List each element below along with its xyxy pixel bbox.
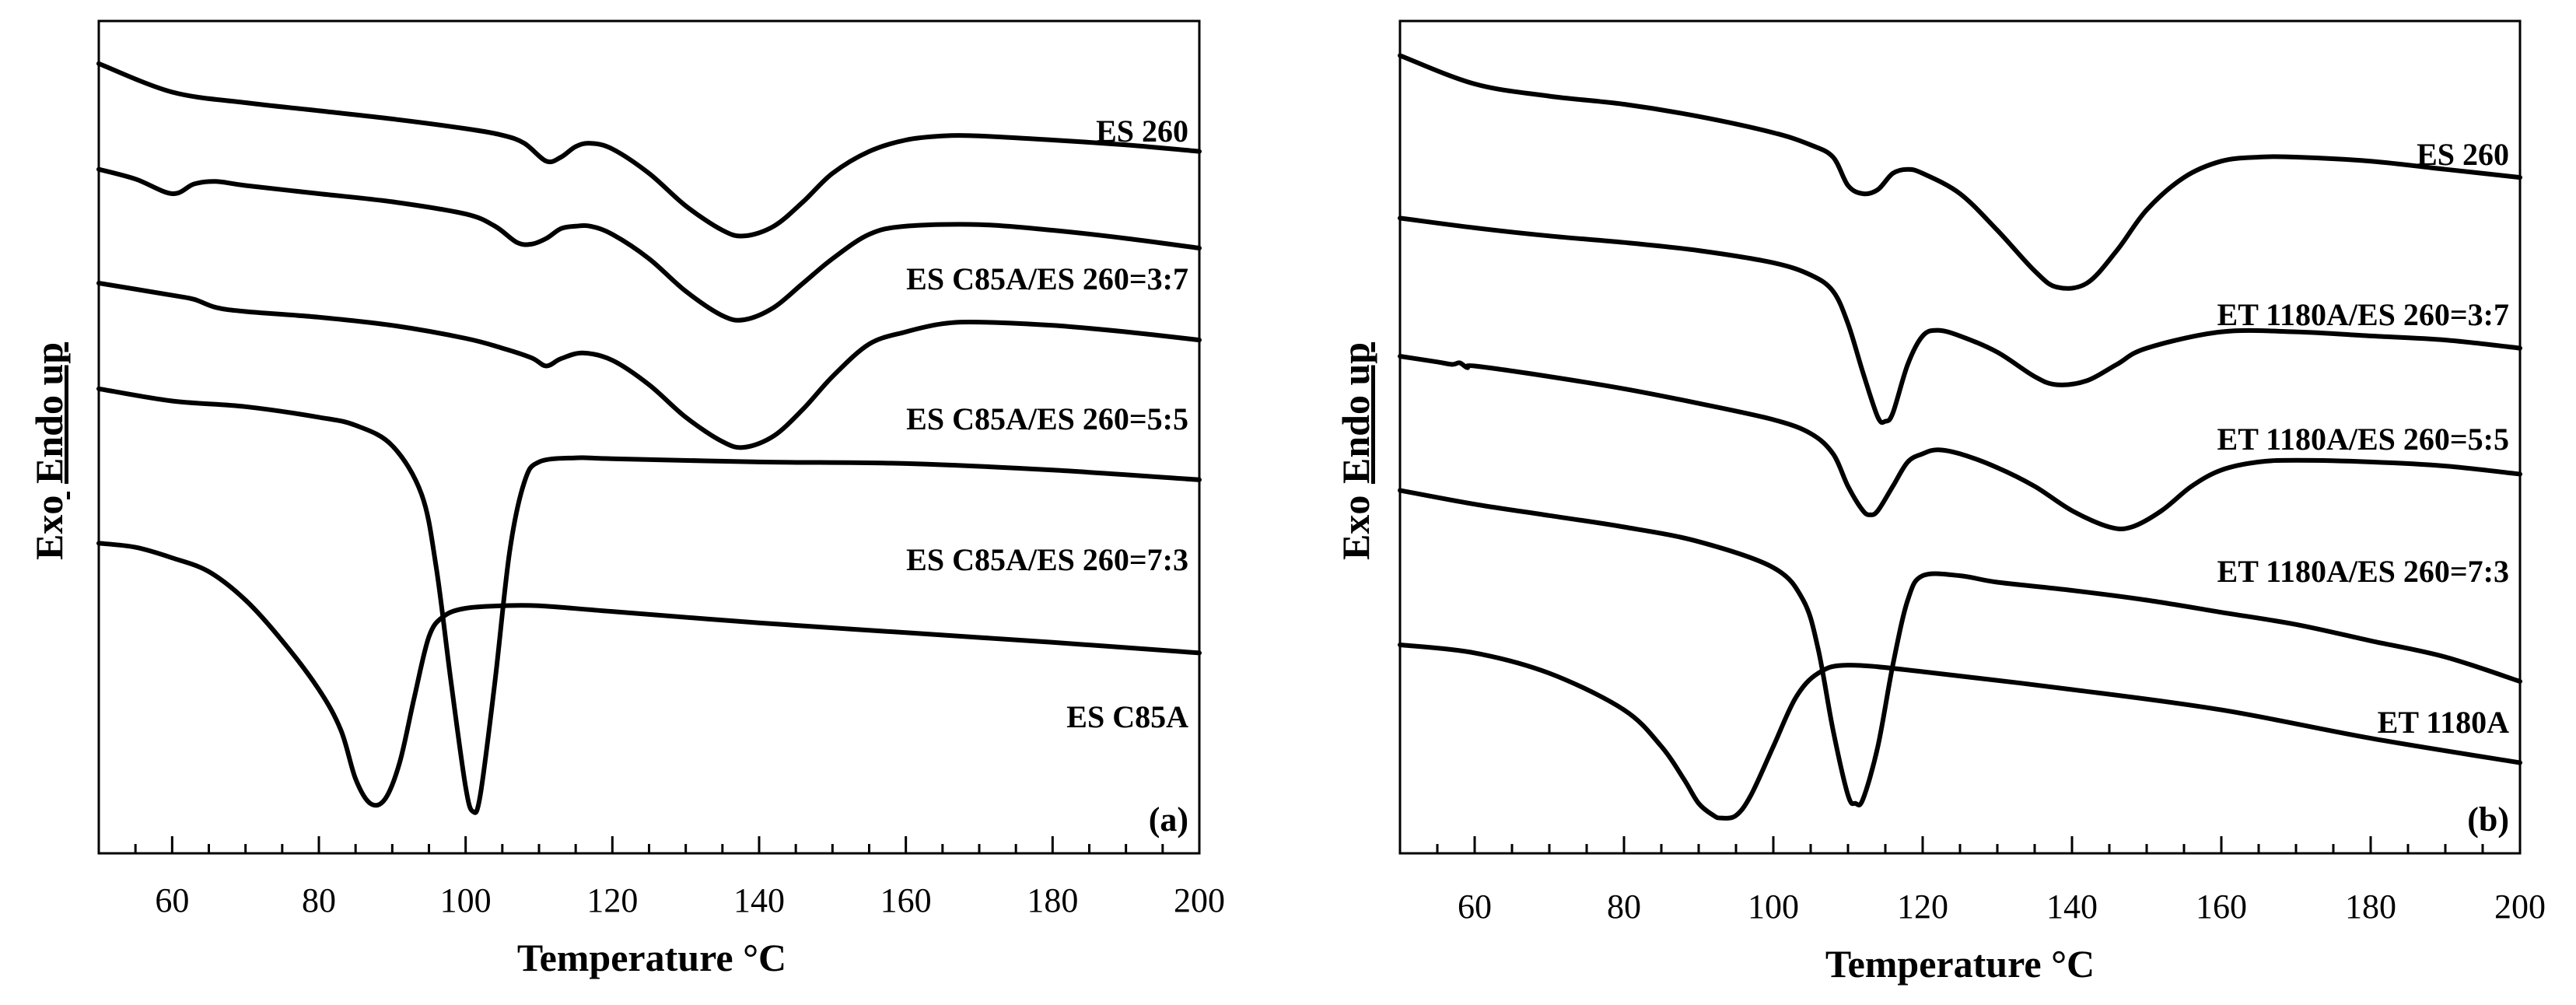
x-tick-label-b-120: 120 xyxy=(1897,888,1948,926)
x-axis-title-a: Temperature °C xyxy=(517,936,786,979)
series-curve-b-3 xyxy=(1398,488,2522,807)
series-curve-b-1 xyxy=(1398,215,2522,425)
series-label-a-4: ES C85A xyxy=(1066,699,1188,734)
panel-tag-b: (b) xyxy=(2467,800,2509,839)
panel-a: 60 80 100 120 140 160 180 200 ES 260 ES C85A/ES … xyxy=(27,19,1225,979)
x-tick-label-b-160: 160 xyxy=(2196,888,2247,926)
x-tick-label-a-120: 120 xyxy=(586,881,638,919)
y-axis-exo-label-a: Exo xyxy=(27,495,71,560)
curve-group-b xyxy=(1398,53,2522,821)
x-tick-label-b-100: 100 xyxy=(1748,888,1799,926)
y-axis-title-a: Exo Endo up xyxy=(27,342,71,560)
series-label-a-2: ES C85A/ES 260=5:5 xyxy=(906,401,1188,436)
series-curve-a-4 xyxy=(96,541,1202,808)
y-axis-exo-label-b: Exo xyxy=(1334,495,1377,560)
x-tick-label-b-140: 140 xyxy=(2046,888,2098,926)
y-axis-title-b: Exo Endo up xyxy=(1334,342,1377,560)
y-axis-endo-label-a: Endo up xyxy=(27,342,71,484)
x-tick-label-a-200: 200 xyxy=(1174,881,1225,919)
x-tick-label-b-180: 180 xyxy=(2345,888,2396,926)
x-tick-label-b-80: 80 xyxy=(1607,888,1641,926)
series-curve-b-4 xyxy=(1398,643,2522,821)
series-label-group-a: ES 260 ES C85A/ES 260=3:7 ES C85A/ES 260=5… xyxy=(906,114,1188,734)
x-tick-label-a-60: 60 xyxy=(155,881,189,919)
x-tick-label-b-60: 60 xyxy=(1458,888,1492,926)
y-axis-endo-label-b: Endo up xyxy=(1334,342,1377,484)
x-tick-label-a-140: 140 xyxy=(733,881,785,919)
x-tick-label-a-80: 80 xyxy=(302,881,336,919)
series-curve-a-1 xyxy=(96,166,1202,323)
series-label-a-3: ES C85A/ES 260=7:3 xyxy=(906,542,1188,577)
series-label-b-4: ET 1180A xyxy=(2378,705,2509,740)
series-curve-a-3 xyxy=(96,386,1202,815)
series-curve-b-2 xyxy=(1398,354,2522,532)
series-label-b-2: ET 1180A/ES 260=5:5 xyxy=(2217,422,2509,457)
series-curve-a-0 xyxy=(96,61,1202,239)
series-label-b-0: ES 260 xyxy=(2417,137,2509,172)
tick-group-a: 60 80 100 120 140 160 180 200 xyxy=(97,836,1225,919)
series-curve-b-0 xyxy=(1398,53,2522,291)
x-tick-label-a-160: 160 xyxy=(880,881,932,919)
series-curve-a-2 xyxy=(96,281,1202,450)
series-label-group-b: ES 260 ET 1180A/ES 260=3:7 ET 1180A/ES 260… xyxy=(2217,137,2510,740)
panel-b: 60 80 100 120 140 160 180 200 ES 260 ET 1180A/ES… xyxy=(1334,19,2546,986)
series-label-b-1: ET 1180A/ES 260=3:7 xyxy=(2217,297,2509,332)
x-tick-label-a-100: 100 xyxy=(440,881,492,919)
plot-frame-a xyxy=(97,19,1201,855)
x-axis-title-b: Temperature °C xyxy=(1825,942,2095,986)
series-label-a-1: ES C85A/ES 260=3:7 xyxy=(906,261,1188,296)
series-label-b-3: ET 1180A/ES 260=7:3 xyxy=(2217,554,2509,589)
x-tick-label-a-180: 180 xyxy=(1027,881,1078,919)
curve-group-a xyxy=(96,61,1202,815)
series-label-a-0: ES 260 xyxy=(1096,114,1188,149)
x-tick-label-b-200: 200 xyxy=(2494,888,2546,926)
tick-group-b: 60 80 100 120 140 160 180 200 xyxy=(1398,836,2546,926)
panel-tag-a: (a) xyxy=(1149,800,1188,839)
